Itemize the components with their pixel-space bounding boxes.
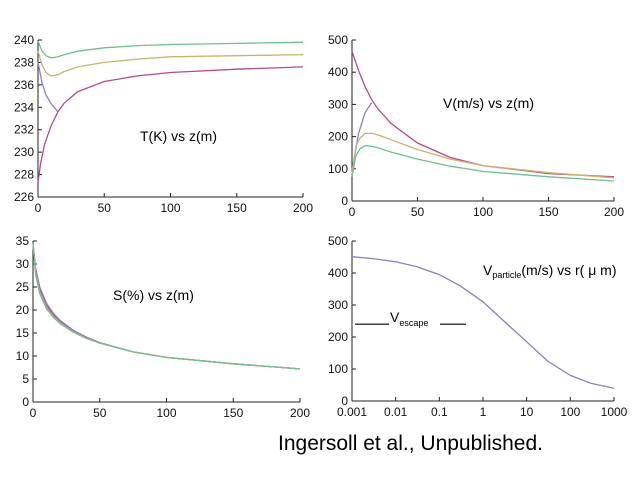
series-line-3 [32, 243, 301, 370]
series-line-3 [351, 132, 615, 179]
credit-text: Ingersoll et al., Unpublished. [278, 432, 543, 455]
y-tick-label: 226 [14, 190, 34, 204]
y-tick-label: 10 [16, 349, 30, 363]
y-tick-label: 100 [328, 162, 348, 176]
y-tick-label: 15 [16, 326, 30, 340]
series-line-4 [351, 144, 615, 182]
x-tick-label: 0 [349, 205, 356, 219]
x-tick-label: 200 [604, 205, 624, 219]
panel-saturation: 0 5 10 15 20 25 30 35 0 50 100 150 200 S(%) vs z(m) [16, 234, 311, 420]
x-tick-label: 100 [156, 406, 176, 420]
y-tick-label: 400 [328, 266, 348, 280]
x-tick-label: 150 [538, 205, 558, 219]
series-line-1 [32, 243, 301, 370]
x-tick-label: 100 [160, 201, 180, 215]
y-tick-label: 20 [16, 303, 30, 317]
y-tick-label: 500 [328, 234, 348, 248]
x-tick-label: 200 [293, 201, 313, 215]
series-line-4 [37, 66, 304, 183]
x-tick-label: 0.001 [337, 405, 367, 419]
y-tick-label: 230 [14, 145, 34, 159]
y-tick-label: 236 [14, 78, 34, 92]
y-tick-label: 100 [328, 362, 348, 376]
panel-label: T(K) vs z(m) [140, 128, 217, 144]
panel-label: Vparticle(m/s) vs r( μ m) [483, 262, 617, 280]
escape-label: Vescape [390, 309, 428, 328]
y-tick-label: 35 [16, 234, 30, 248]
x-tick-label: 0.1 [431, 405, 448, 419]
panel-velocity: 0 100 200 300 400 500 0 50 100 150 200 V(m/s) vs z(… [328, 33, 624, 219]
series-line-4 [32, 243, 301, 370]
x-tick-label: 10 [520, 405, 534, 419]
x-tick-label: 50 [98, 201, 112, 215]
x-tick-label: 1000 [601, 405, 628, 419]
y-tick-label: 5 [22, 372, 29, 386]
y-tick-label: 30 [16, 257, 30, 271]
x-tick-label: 1 [480, 405, 487, 419]
x-tick-label: 100 [560, 405, 580, 419]
y-tick-label: 232 [14, 123, 34, 137]
x-tick-label: 50 [411, 205, 425, 219]
y-tick-label: 228 [14, 168, 34, 182]
series-line-1 [351, 51, 615, 178]
series-line-3 [37, 62, 59, 113]
y-tick-label: 300 [328, 298, 348, 312]
x-tick-label: 200 [290, 406, 310, 420]
panel-label: V(m/s) vs z(m) [443, 95, 534, 111]
y-tick-label: 500 [328, 33, 348, 47]
x-tick-label: 0 [35, 201, 42, 215]
x-tick-label: 0.01 [384, 405, 408, 419]
panel-temperature: 226 228 230 232 234 236 238 240 0 50 100 150 200 T(K)… [14, 33, 313, 215]
panel-particle-velocity: 0 100 200 300 400 500 0.001 0.01 0.1 1 10 100 1000 Vp… [328, 234, 628, 419]
x-tick-label: 100 [473, 205, 493, 219]
x-tick-label: 150 [223, 406, 243, 420]
series-line-1 [351, 256, 615, 389]
y-tick-label: 25 [16, 280, 30, 294]
y-tick-label: 0 [341, 194, 348, 208]
x-tick-label: 150 [227, 201, 247, 215]
y-tick-label: 200 [328, 330, 348, 344]
y-tick-label: 240 [14, 33, 34, 47]
y-tick-label: 400 [328, 65, 348, 79]
x-tick-label: 0 [30, 406, 37, 420]
y-tick-label: 234 [14, 100, 34, 114]
series-line-1 [37, 40, 304, 59]
series-line-2 [32, 243, 301, 370]
y-tick-label: 300 [328, 97, 348, 111]
y-tick-label: 0 [22, 395, 29, 409]
y-tick-label: 200 [328, 130, 348, 144]
x-tick-label: 50 [93, 406, 107, 420]
series-line-2 [37, 51, 304, 77]
panel-label: S(%) vs z(m) [113, 287, 194, 303]
y-tick-label: 238 [14, 55, 34, 69]
y-tick-label: 0 [341, 394, 348, 408]
